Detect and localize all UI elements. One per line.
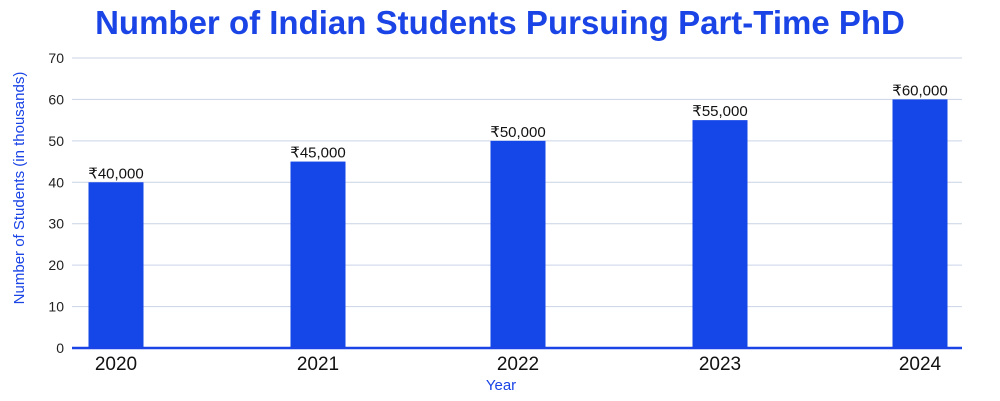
y-tick-label: 0: [56, 340, 64, 356]
x-tick-label-2021: 2021: [297, 354, 339, 375]
x-axis-ticks: 2020 2021 2022 2023 2024: [95, 354, 942, 375]
data-label-2023: ₹55,000: [692, 103, 747, 120]
x-tick-label-2023: 2023: [699, 354, 741, 375]
bar-2024: [892, 99, 948, 348]
y-tick-label: 20: [48, 257, 64, 273]
y-axis-label: Number of Students (in thousands): [11, 72, 28, 305]
data-label-2022: ₹50,000: [490, 124, 545, 141]
x-tick-label-2022: 2022: [497, 354, 539, 375]
bar-2022: [490, 140, 546, 348]
y-tick-label: 10: [48, 299, 64, 315]
data-labels: ₹40,000 ₹45,000 ₹50,000 ₹55,000 ₹60,000: [88, 82, 947, 182]
y-tick-label: 60: [48, 91, 64, 107]
x-tick-label-2020: 2020: [95, 354, 137, 375]
bar-2021: [290, 161, 346, 348]
chart-title: Number of Indian Students Pursuing Part-…: [95, 4, 905, 41]
y-tick-label: 30: [48, 216, 64, 232]
x-tick-label-2024: 2024: [899, 354, 942, 375]
bar-2020: [88, 182, 144, 348]
data-label-2024: ₹60,000: [892, 82, 947, 99]
data-label-2020: ₹40,000: [88, 165, 143, 182]
x-axis-label: Year: [486, 377, 516, 394]
bar-2023: [692, 120, 748, 349]
y-tick-label: 50: [48, 133, 64, 149]
bars: [88, 99, 948, 349]
data-label-2021: ₹45,000: [290, 145, 345, 162]
y-axis-ticks: 0 10 20 30 40 50 60 70: [48, 50, 64, 356]
y-tick-label: 70: [48, 50, 64, 66]
y-tick-label: 40: [48, 174, 64, 190]
